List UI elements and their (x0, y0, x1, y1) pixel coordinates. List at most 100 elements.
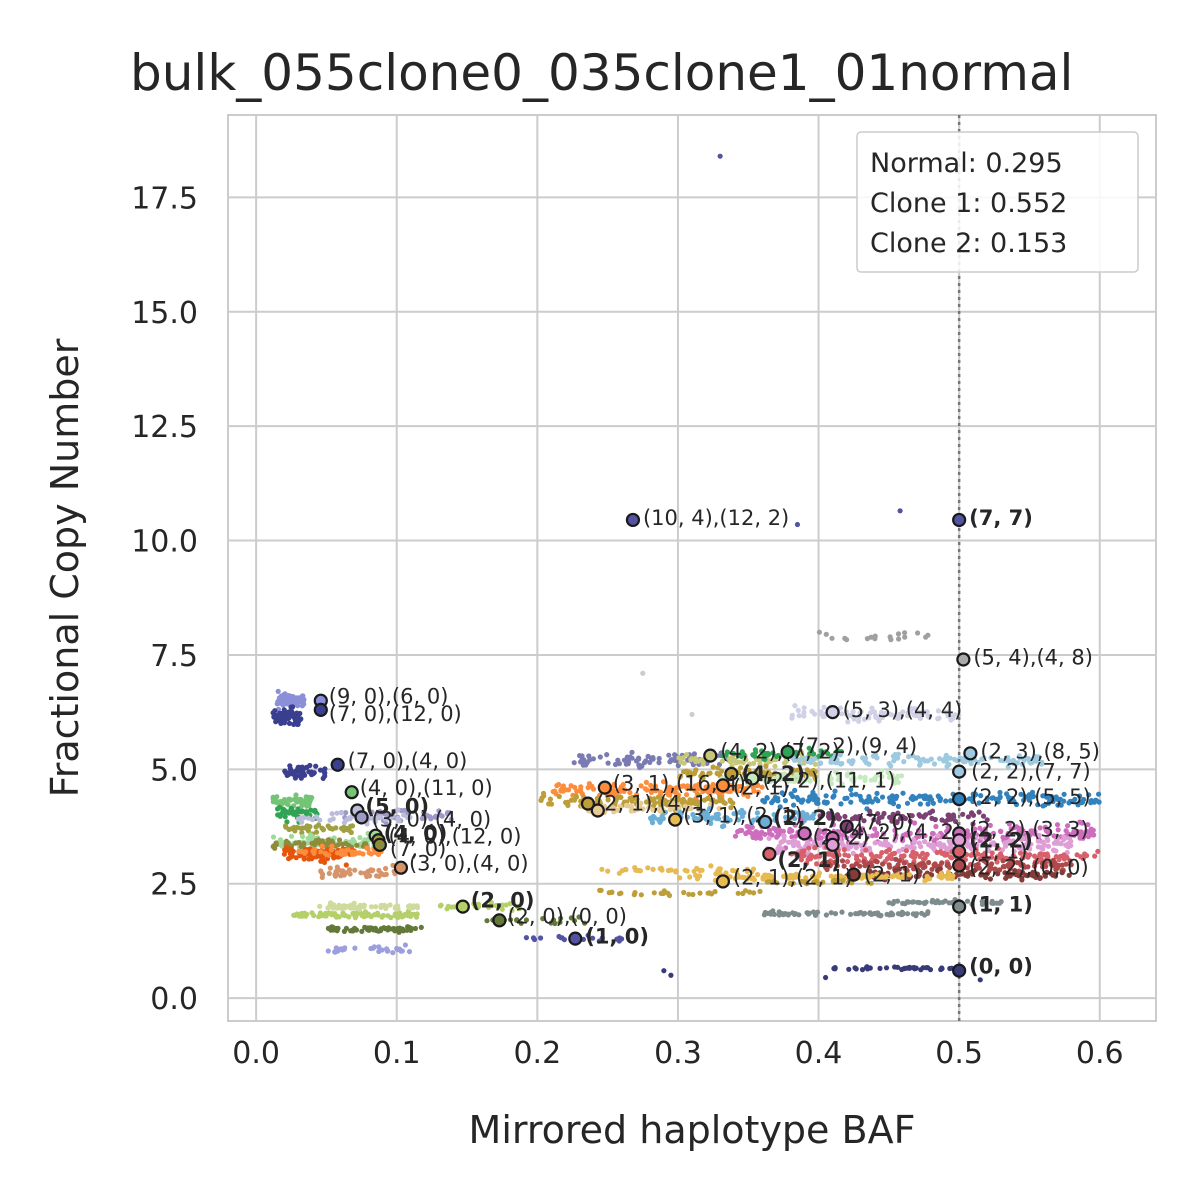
data-point (364, 845, 370, 851)
x-tick-label: 0.3 (654, 1036, 702, 1071)
data-point (830, 794, 836, 800)
data-point (317, 767, 324, 773)
data-point (340, 848, 346, 854)
data-point (284, 819, 290, 825)
data-point (910, 911, 916, 917)
data-point (666, 752, 672, 758)
data-point (293, 855, 299, 861)
data-point (641, 760, 648, 766)
data-point (1045, 843, 1052, 849)
data-point (796, 713, 802, 719)
data-point (790, 793, 796, 800)
data-point (924, 709, 930, 715)
data-point (842, 635, 848, 642)
cluster-label: (5, 3),(4, 4) (843, 698, 963, 722)
data-point (766, 757, 772, 764)
data-point (851, 815, 857, 821)
data-point (839, 760, 845, 767)
data-point (972, 826, 978, 832)
data-point (802, 778, 808, 784)
data-point (876, 815, 882, 821)
data-point (811, 811, 817, 817)
data-point (611, 781, 617, 787)
cluster-center (715, 778, 731, 793)
data-point (578, 789, 584, 795)
data-point (717, 868, 723, 874)
data-point (844, 835, 850, 841)
data-point (772, 763, 778, 769)
cluster-center (372, 837, 387, 852)
data-point (929, 797, 935, 803)
data-point (810, 789, 816, 796)
data-point (646, 805, 652, 811)
data-point (771, 825, 777, 832)
data-point (913, 706, 919, 712)
data-point (937, 797, 943, 804)
cluster-center (952, 833, 967, 848)
data-point (638, 783, 644, 789)
data-point (1025, 836, 1031, 843)
data-point (270, 799, 276, 805)
data-point (558, 935, 564, 941)
data-point (618, 794, 624, 801)
data-point (1095, 848, 1101, 855)
x-axis-label: Mirrored haplotype BAF (469, 1108, 916, 1152)
cluster-center (344, 785, 359, 800)
data-point (749, 831, 755, 837)
data-point (911, 854, 918, 861)
data-point (661, 968, 667, 974)
data-point (857, 774, 863, 780)
data-point (280, 806, 287, 812)
data-point (839, 711, 845, 717)
data-point (341, 824, 347, 831)
data-point (904, 899, 910, 905)
data-point (371, 927, 377, 933)
data-point (357, 850, 363, 856)
data-point (1078, 835, 1084, 841)
data-point (332, 873, 339, 879)
data-point (319, 843, 325, 849)
data-point (737, 775, 743, 782)
data-point (319, 874, 325, 881)
x-axis-ticks: 0.0 0.1 0.2 0.3 0.4 0.5 0.6 (232, 1036, 1123, 1071)
data-point (330, 905, 336, 911)
data-point (336, 905, 342, 911)
data-point (987, 836, 993, 842)
data-point (692, 783, 699, 789)
data-point (812, 769, 818, 775)
data-point (728, 805, 734, 811)
data-point (1029, 759, 1036, 765)
data-point (879, 714, 886, 721)
data-point (896, 636, 902, 642)
data-point (724, 749, 731, 755)
data-point (436, 808, 442, 814)
data-point (857, 793, 863, 800)
data-point (775, 774, 781, 780)
data-point (708, 820, 714, 827)
data-point (801, 705, 807, 711)
data-point (684, 785, 690, 792)
data-point (343, 925, 349, 932)
cluster-center (825, 705, 840, 720)
data-point (887, 795, 893, 801)
data-point (1008, 826, 1015, 832)
data-point (960, 811, 966, 817)
data-point (983, 835, 989, 841)
data-point (709, 797, 715, 804)
data-point (921, 795, 927, 802)
data-point (698, 773, 704, 779)
data-point (673, 868, 679, 874)
data-point (830, 822, 837, 828)
data-point (773, 753, 780, 760)
data-point (638, 763, 644, 769)
data-point (576, 914, 582, 920)
data-point (910, 849, 916, 855)
data-point (865, 833, 871, 840)
data-point (292, 828, 298, 834)
data-point (301, 856, 307, 862)
data-point (586, 753, 592, 759)
data-point (651, 798, 657, 804)
data-point (280, 711, 286, 717)
data-point (951, 814, 957, 820)
data-point (282, 847, 288, 853)
